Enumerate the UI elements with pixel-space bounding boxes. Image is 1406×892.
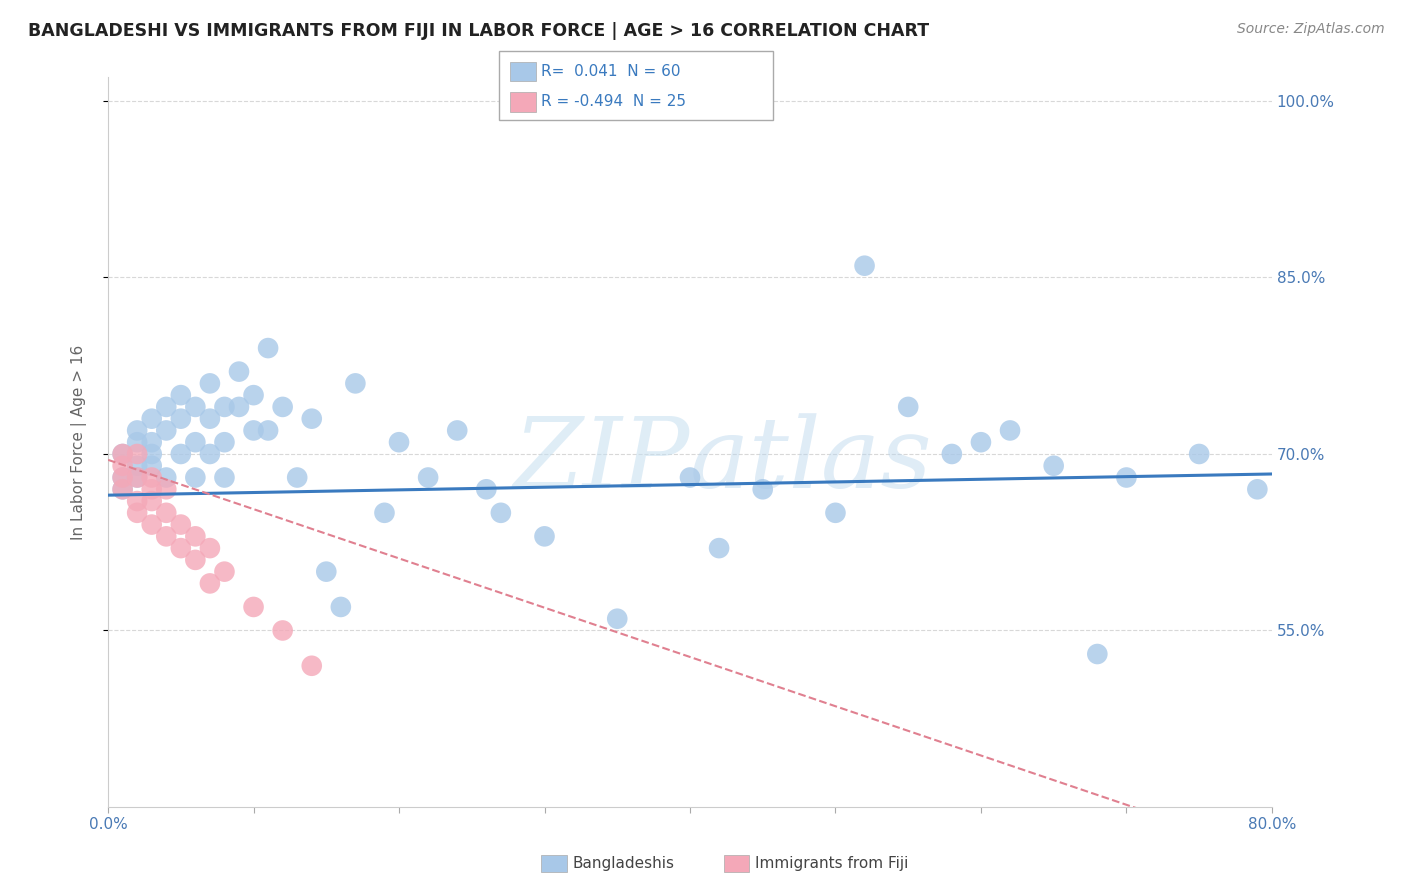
Text: BANGLADESHI VS IMMIGRANTS FROM FIJI IN LABOR FORCE | AGE > 16 CORRELATION CHART: BANGLADESHI VS IMMIGRANTS FROM FIJI IN L… xyxy=(28,22,929,40)
Point xyxy=(198,576,221,591)
Point xyxy=(111,470,134,484)
Point xyxy=(198,541,221,555)
Point xyxy=(329,599,352,614)
Point xyxy=(228,400,250,414)
Point xyxy=(1115,470,1137,484)
Point xyxy=(170,541,193,555)
Point xyxy=(751,483,773,497)
Point xyxy=(127,470,149,484)
Text: Bangladeshis: Bangladeshis xyxy=(572,856,675,871)
Point xyxy=(853,259,876,273)
Point xyxy=(606,612,628,626)
Point xyxy=(184,553,207,567)
Point xyxy=(127,435,149,450)
Point xyxy=(170,517,193,532)
Point xyxy=(301,411,323,425)
Point xyxy=(707,541,730,555)
Point xyxy=(315,565,337,579)
Point xyxy=(475,483,498,497)
Point xyxy=(141,517,163,532)
Point xyxy=(271,400,294,414)
Point xyxy=(141,447,163,461)
Point xyxy=(824,506,846,520)
Point xyxy=(373,506,395,520)
Point xyxy=(242,424,264,438)
Point xyxy=(127,470,149,484)
Point xyxy=(170,388,193,402)
Point xyxy=(127,506,149,520)
Point xyxy=(127,494,149,508)
Point xyxy=(897,400,920,414)
Point xyxy=(155,424,177,438)
Text: Source: ZipAtlas.com: Source: ZipAtlas.com xyxy=(1237,22,1385,37)
Point xyxy=(198,376,221,391)
Point xyxy=(1085,647,1108,661)
Point xyxy=(271,624,294,638)
Point xyxy=(141,494,163,508)
Point xyxy=(344,376,367,391)
Point xyxy=(941,447,963,461)
Point xyxy=(184,470,207,484)
Point xyxy=(170,411,193,425)
Point xyxy=(155,483,177,497)
Point xyxy=(214,565,236,579)
Point xyxy=(416,470,439,484)
Point xyxy=(257,341,280,355)
Point xyxy=(155,529,177,543)
Point xyxy=(198,447,221,461)
Point xyxy=(141,470,163,484)
Point xyxy=(155,506,177,520)
Point xyxy=(127,458,149,473)
Point xyxy=(679,470,702,484)
Point xyxy=(111,483,134,497)
Point xyxy=(242,388,264,402)
Point xyxy=(141,483,163,497)
Point xyxy=(301,658,323,673)
Point xyxy=(489,506,512,520)
Point xyxy=(1042,458,1064,473)
Point xyxy=(214,400,236,414)
Point xyxy=(141,458,163,473)
Point xyxy=(285,470,308,484)
Point xyxy=(111,470,134,484)
Point xyxy=(111,447,134,461)
Point xyxy=(184,529,207,543)
Point xyxy=(970,435,993,450)
Point xyxy=(388,435,411,450)
Text: ZIP: ZIP xyxy=(513,413,690,508)
Point xyxy=(198,411,221,425)
Point xyxy=(257,424,280,438)
Point xyxy=(184,435,207,450)
Point xyxy=(184,400,207,414)
Y-axis label: In Labor Force | Age > 16: In Labor Force | Age > 16 xyxy=(72,344,87,540)
Point xyxy=(998,424,1021,438)
Point xyxy=(228,365,250,379)
Point xyxy=(141,435,163,450)
Point xyxy=(127,424,149,438)
Point xyxy=(214,470,236,484)
Point xyxy=(141,411,163,425)
Point xyxy=(214,435,236,450)
Point xyxy=(170,447,193,461)
Text: atlas: atlas xyxy=(690,413,932,508)
Point xyxy=(242,599,264,614)
Point xyxy=(111,458,134,473)
Text: R = -0.494  N = 25: R = -0.494 N = 25 xyxy=(541,95,686,109)
Point xyxy=(111,483,134,497)
Point xyxy=(1188,447,1211,461)
Point xyxy=(155,400,177,414)
Point xyxy=(1246,483,1268,497)
Point xyxy=(127,447,149,461)
Text: Immigrants from Fiji: Immigrants from Fiji xyxy=(755,856,908,871)
Point xyxy=(533,529,555,543)
Text: R=  0.041  N = 60: R= 0.041 N = 60 xyxy=(541,64,681,78)
Point xyxy=(446,424,468,438)
Point xyxy=(155,470,177,484)
Point xyxy=(111,447,134,461)
